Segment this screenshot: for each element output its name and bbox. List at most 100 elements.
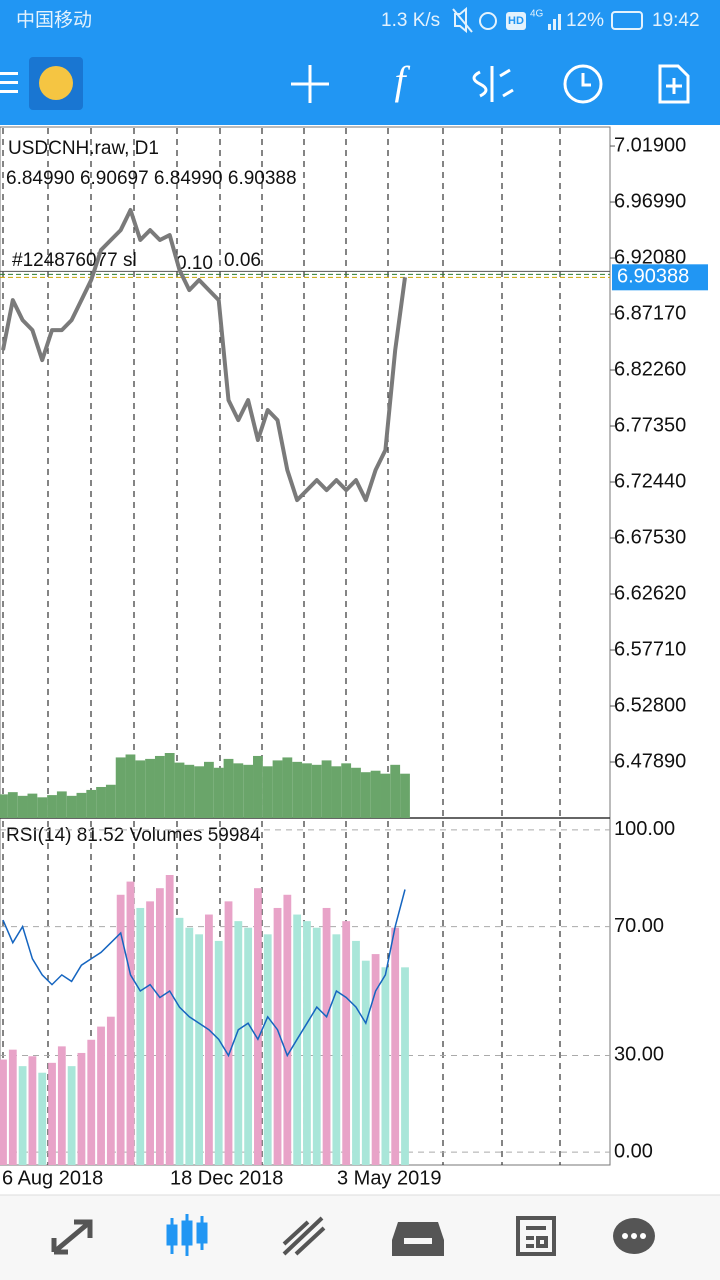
bottom-nav (0, 1195, 720, 1280)
volume-bar (224, 901, 233, 1165)
history-button[interactable] (563, 64, 603, 104)
price-panel-volume-bar (380, 773, 391, 818)
price-panel-volume-bar (27, 793, 38, 818)
price-panel-volume-bar (390, 764, 401, 818)
price-panel-volume-bar (125, 754, 136, 818)
price-panel-volume-bar (360, 772, 371, 818)
trade-button[interactable] (472, 66, 514, 102)
price-panel-volume-bar (321, 760, 332, 818)
price-tick-label: 6.67530 (614, 526, 686, 548)
volume-bar (342, 921, 351, 1165)
volume-bar (126, 881, 135, 1165)
price-panel-volume-bar (0, 794, 8, 818)
price-panel-volume-bar (223, 758, 234, 818)
price-panel-volume-bar (233, 763, 244, 818)
price-tick-label: 6.96990 (614, 190, 686, 212)
price-panel-volume-bar (164, 753, 175, 818)
volume-bar (303, 921, 311, 1165)
x-label: 18 Dec 2018 (170, 1167, 283, 1189)
price-panel-volume-bar (96, 786, 106, 818)
battery-level: 12% (566, 10, 604, 31)
signal-icon (548, 14, 561, 30)
rsi-tick-label: 70.00 (614, 915, 664, 937)
price-panel-volume-bar (66, 795, 77, 818)
crosshair-button[interactable] (291, 65, 329, 103)
price-panel-volume-bar (253, 755, 263, 818)
volume-bar (67, 1066, 76, 1165)
price-panel-volume-bar (351, 767, 361, 818)
price-panel-volume-bar (311, 764, 322, 818)
volume-bar (283, 894, 292, 1165)
price-tick-label: 6.72440 (614, 470, 686, 492)
price-panel-volume-bar (174, 762, 185, 818)
price-panel-volume-bar (17, 795, 28, 818)
price-tick-label: 6.82260 (614, 358, 686, 380)
chat-tab[interactable] (613, 1218, 655, 1254)
volume-bar (116, 894, 125, 1165)
trade-tab[interactable] (282, 1216, 326, 1256)
volume-bar (57, 1046, 66, 1165)
volume-bar (185, 927, 194, 1165)
news-tab[interactable] (516, 1216, 556, 1256)
price-panel-volume-bar (86, 789, 97, 818)
order-value: 0.06 (224, 250, 261, 271)
x-label: 6 Aug 2018 (2, 1167, 103, 1189)
menu-button[interactable] (0, 72, 18, 93)
price-panel-volume-bar (302, 763, 312, 818)
price-panel-volume-bar (145, 758, 155, 818)
volume-bar (205, 914, 213, 1165)
volume-bar (361, 960, 370, 1165)
price-tick-label: 6.77350 (614, 414, 686, 436)
x-labels: 6 Aug 2018 18 Dec 2018 3 May 2019 (2, 1167, 442, 1189)
new-order-button[interactable] (658, 64, 690, 104)
price-tick-label: 7.01900 (614, 134, 686, 156)
price-tick-label: 6.47890 (614, 750, 686, 772)
volume-bar (273, 907, 282, 1165)
hd-badge (506, 12, 526, 30)
volume-bar (8, 1049, 17, 1165)
battery-icon (611, 11, 643, 30)
price-panel-volume-bar (262, 766, 273, 818)
volume-bar (234, 921, 243, 1165)
price-panel-volume-bar (154, 755, 165, 818)
volume-bar (97, 1026, 105, 1165)
volume-bar (263, 934, 272, 1165)
volume-bar (136, 907, 145, 1165)
network-type: 4G (530, 9, 544, 20)
volume-bar (332, 934, 341, 1165)
price-tick-label: 6.62620 (614, 582, 686, 604)
price-panel-volume-bar (105, 784, 116, 818)
history-tab[interactable] (392, 1222, 444, 1256)
x-label: 3 May 2019 (337, 1167, 442, 1189)
time-grid (2, 128, 561, 1165)
volume-bar (48, 1062, 56, 1165)
price-tick-label: 6.52800 (614, 694, 686, 716)
volume-bar (146, 901, 154, 1165)
quotes-tab[interactable] (51, 1219, 93, 1255)
volume-bar (155, 888, 164, 1165)
alarm-icon (479, 12, 497, 30)
volume-bar (322, 907, 331, 1165)
price-panel-volume-bar (115, 757, 126, 818)
indicator-label: RSI(14) 81.52 Volumes 59984 (6, 825, 261, 846)
order-label: #124876077 sl (12, 250, 137, 271)
order-lots: 0.10 (176, 253, 213, 274)
volume-bar (18, 1066, 27, 1165)
price-line (1, 208, 407, 503)
rsi-tick-label: 30.00 (614, 1044, 664, 1066)
chart-tab[interactable] (166, 1214, 208, 1256)
price-panel-volume-bar (213, 767, 224, 818)
symbol-label: USDCNH.raw, D1 (8, 138, 159, 159)
volume-bar (371, 954, 380, 1165)
volume-bar (312, 927, 321, 1165)
price-panel-volume-bar (204, 761, 214, 818)
price-panel-volume-bar (47, 795, 57, 818)
clock: 19:42 (652, 10, 700, 31)
price-panel-volume-bar (37, 797, 48, 818)
volume-bar (244, 927, 253, 1165)
rsi-tick-label: 100.00 (614, 818, 675, 840)
current-price-box (612, 264, 708, 291)
volume-bar (381, 967, 390, 1165)
price-panel-volume-bar (135, 760, 146, 818)
volume-bar (87, 1039, 96, 1165)
